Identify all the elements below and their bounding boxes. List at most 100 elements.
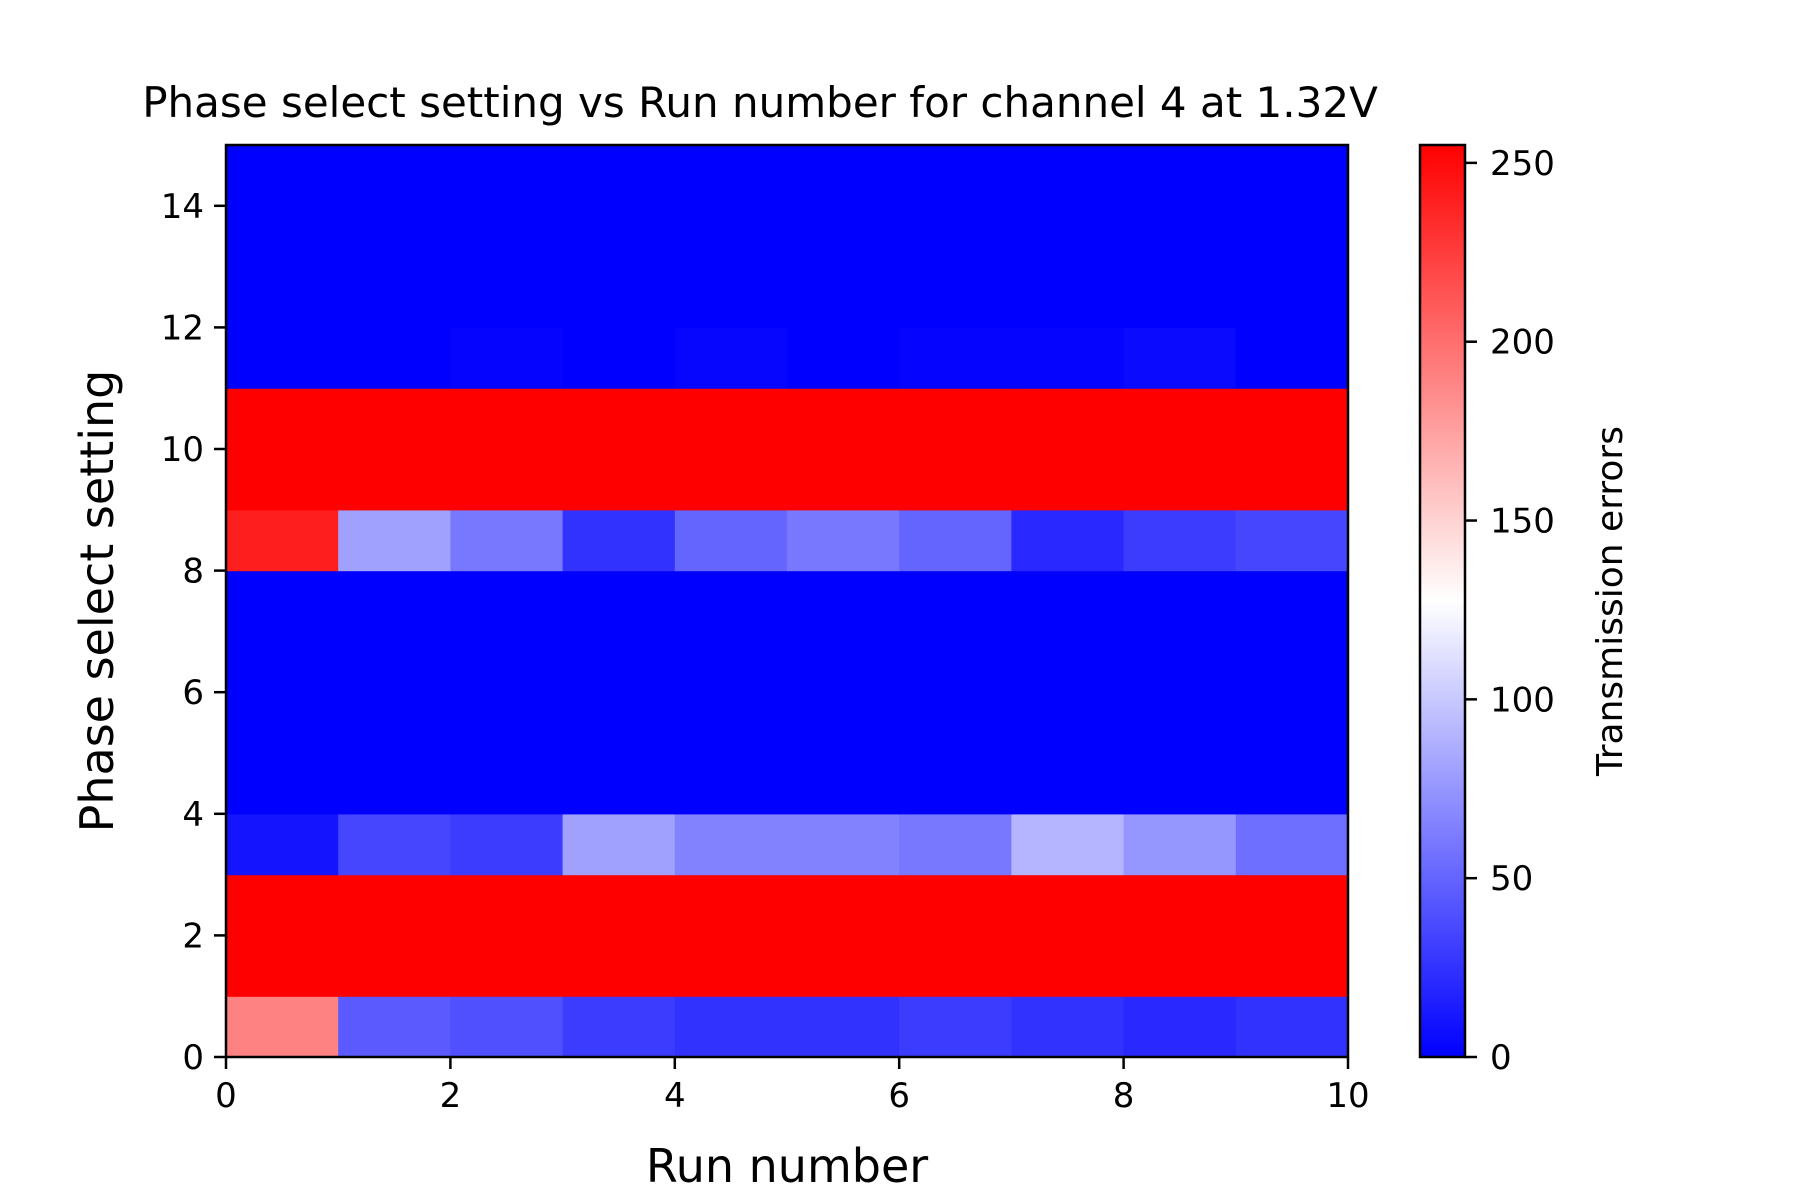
heatmap-cell <box>562 813 676 876</box>
heatmap-cell <box>226 509 339 572</box>
colorbar-label: Transmission errors <box>1590 426 1631 777</box>
x-tick-label: 10 <box>1326 1076 1369 1116</box>
heatmap-cell <box>674 145 788 328</box>
heatmap-cell <box>1235 813 1349 876</box>
colorbar <box>1418 143 1467 1059</box>
y-tick-label: 14 <box>161 187 204 227</box>
heatmap-cell <box>674 996 788 1058</box>
heatmap-cell <box>338 327 451 389</box>
heatmap-cell <box>1123 874 1237 997</box>
heatmap-cell <box>899 813 1012 876</box>
x-tick-label: 0 <box>215 1076 237 1116</box>
heatmap-cell <box>338 145 451 328</box>
heatmap-cell <box>226 874 339 997</box>
heatmap-cell <box>674 327 788 389</box>
heatmap-cells <box>226 145 1349 1058</box>
heatmap-cell <box>226 145 339 328</box>
heatmap-cell <box>450 996 564 1058</box>
heatmap-cell <box>338 996 451 1058</box>
heatmap-cell <box>226 813 339 876</box>
heatmap-cell <box>1235 145 1349 328</box>
heatmap-cell <box>1123 145 1237 328</box>
y-tick-label: 6 <box>182 673 204 713</box>
x-tick-label: 2 <box>440 1076 462 1116</box>
y-tick-label: 4 <box>182 795 204 835</box>
heatmap-cell <box>1235 509 1349 572</box>
heatmap-cell <box>899 145 1012 328</box>
heatmap-cell <box>562 388 676 511</box>
heatmap-cell <box>787 874 900 997</box>
heatmap-cell <box>1011 388 1125 511</box>
heatmap-cell <box>899 570 1012 815</box>
heatmap-cell <box>1011 145 1125 328</box>
colorbar-tick-label: 250 <box>1490 144 1555 184</box>
y-tick-label: 2 <box>182 916 204 956</box>
y-tick-label: 12 <box>161 308 204 348</box>
heatmap-cell <box>1123 509 1237 572</box>
heatmap-cell <box>1011 570 1125 815</box>
colorbar-tick-label: 50 <box>1490 859 1533 899</box>
heatmap-cell <box>1235 874 1349 997</box>
colorbar-tick-label: 200 <box>1490 323 1555 363</box>
heatmap-cell <box>226 327 339 389</box>
heatmap-cell <box>674 813 788 876</box>
heatmap-cell <box>450 509 564 572</box>
colorbar-tick-label: 150 <box>1490 502 1555 542</box>
x-tick-label: 8 <box>1113 1076 1135 1116</box>
heatmap-cell <box>674 388 788 511</box>
heatmap-cell <box>1011 509 1125 572</box>
heatmap-cell <box>338 813 451 876</box>
heatmap-cell <box>1011 874 1125 997</box>
heatmap-cell <box>1011 327 1125 389</box>
heatmap-cell <box>787 570 900 815</box>
y-tick-label: 10 <box>161 430 204 470</box>
heatmap-cell <box>1011 813 1125 876</box>
heatmap-cell <box>450 874 564 997</box>
heatmap-cell <box>562 145 676 328</box>
heatmap-cell <box>450 145 564 328</box>
x-tick-label: 6 <box>888 1076 910 1116</box>
y-tick-label: 0 <box>182 1038 204 1078</box>
heatmap-cell <box>674 874 788 997</box>
heatmap-cell <box>226 570 339 815</box>
colorbar-tick-label: 0 <box>1490 1038 1512 1078</box>
heatmap-cell <box>1123 996 1237 1058</box>
heatmap-cell <box>1123 327 1237 389</box>
heatmap-cell <box>1123 813 1237 876</box>
heatmap-cell <box>450 570 564 815</box>
x-tick-label: 4 <box>664 1076 686 1116</box>
heatmap-cell <box>1235 388 1349 511</box>
x-axis-label: Run number <box>646 1139 928 1193</box>
heatmap-cell <box>787 327 900 389</box>
heatmap-cell <box>787 996 900 1058</box>
heatmap-cell <box>899 327 1012 389</box>
heatmap-cell <box>1011 996 1125 1058</box>
colorbar-tick-label: 100 <box>1490 680 1555 720</box>
y-tick-label: 8 <box>182 552 204 592</box>
heatmap-cell <box>899 996 1012 1058</box>
heatmap-cell <box>899 388 1012 511</box>
heatmap-cell <box>562 996 676 1058</box>
heatmap-cell <box>338 388 451 511</box>
heatmap-cell <box>338 509 451 572</box>
heatmap-cell <box>562 327 676 389</box>
heatmap-cell <box>338 570 451 815</box>
heatmap-cell <box>226 388 339 511</box>
heatmap-cell <box>674 509 788 572</box>
plot-frame <box>224 143 1350 1059</box>
heatmap-cell <box>450 327 564 389</box>
chart-title: Phase select setting vs Run number for c… <box>142 78 1378 127</box>
heatmap-cell <box>787 145 900 328</box>
heatmap-cell <box>450 388 564 511</box>
x-axis: 0 2 4 6 8 10 <box>215 1057 1370 1116</box>
heatmap-cell <box>1235 570 1349 815</box>
heatmap-cell <box>674 570 788 815</box>
heatmap-cell <box>899 509 1012 572</box>
heatmap-cell <box>787 813 900 876</box>
heatmap-cell <box>1235 327 1349 389</box>
heatmap-cell <box>787 509 900 572</box>
heatmap-cell <box>562 509 676 572</box>
heatmap-cell <box>226 996 339 1058</box>
heatmap-cell <box>899 874 1012 997</box>
